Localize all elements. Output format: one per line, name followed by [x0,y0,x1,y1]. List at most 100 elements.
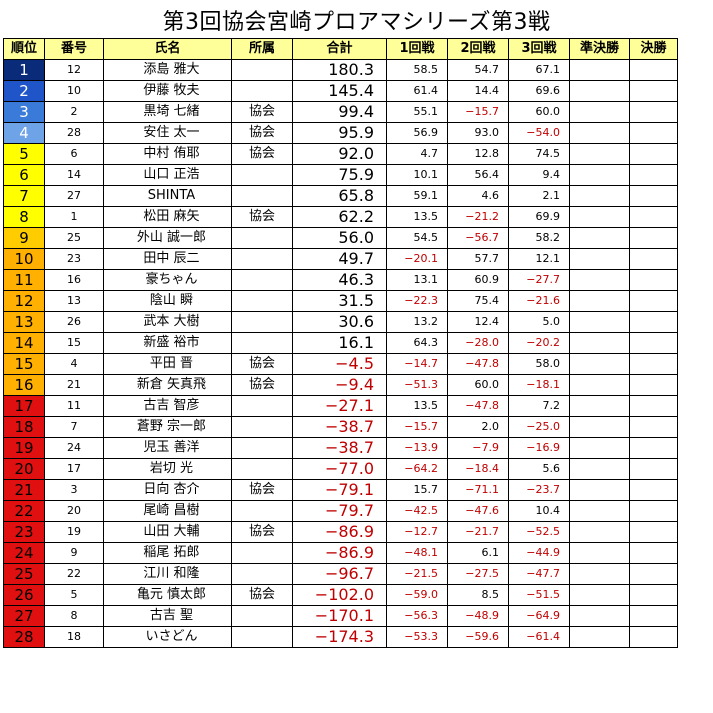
total-score: −77.0 [292,458,387,480]
semifinal-score [569,626,630,648]
final-score [629,395,678,417]
semifinal-score [569,542,630,564]
header-name: 氏名 [103,38,232,60]
affiliation-cell: 協会 [231,206,293,228]
affiliation-cell [231,626,293,648]
final-score [629,227,678,249]
semifinal-score [569,332,630,354]
round2-score: −21.2 [447,206,509,228]
player-name: 岩切 光 [103,458,232,480]
player-name: 黒埼 七緒 [103,101,232,123]
final-score [629,458,678,480]
semifinal-score [569,563,630,585]
round1-score: −20.1 [386,248,448,270]
affiliation-cell [231,164,293,186]
number-cell: 17 [44,458,104,480]
round1-score: 13.5 [386,395,448,417]
round3-score: 67.1 [508,59,570,81]
final-score [629,584,678,606]
player-name: 豪ちゃん [103,269,232,291]
round3-score: −61.4 [508,626,570,648]
player-name: 安住 太一 [103,122,232,144]
round3-score: 69.6 [508,80,570,102]
round2-score: 57.7 [447,248,509,270]
round1-score: −56.3 [386,605,448,627]
round3-score: 5.6 [508,458,570,480]
rank-cell: 17 [3,395,45,417]
player-name: 蒼野 宗一郎 [103,416,232,438]
header-affiliation: 所属 [231,38,293,60]
rank-cell: 19 [3,437,45,459]
player-name: いさどん [103,626,232,648]
affiliation-cell [231,437,293,459]
round2-score: 93.0 [447,122,509,144]
final-score [629,80,678,102]
number-cell: 12 [44,59,104,81]
rank-cell: 25 [3,563,45,585]
rank-cell: 5 [3,143,45,165]
semifinal-score [569,353,630,375]
affiliation-cell: 協会 [231,584,293,606]
header-round2: 2回戦 [447,38,509,60]
player-name: 日向 杏介 [103,479,232,501]
round3-score: −21.6 [508,290,570,312]
final-score [629,101,678,123]
total-score: 180.3 [292,59,387,81]
player-name: 古吉 智彦 [103,395,232,417]
semifinal-score [569,605,630,627]
number-cell: 9 [44,542,104,564]
number-cell: 7 [44,416,104,438]
player-name: 古吉 聖 [103,605,232,627]
rank-cell: 24 [3,542,45,564]
affiliation-cell: 協会 [231,143,293,165]
final-score [629,248,678,270]
final-score [629,311,678,333]
table-row: 27 8 古吉 聖 −170.1 −56.3 −48.9 −64.9 [3,605,678,627]
round3-score: −47.7 [508,563,570,585]
player-name: 児玉 善洋 [103,437,232,459]
round1-score: −22.3 [386,290,448,312]
number-cell: 14 [44,164,104,186]
affiliation-cell [231,332,293,354]
round1-score: −42.5 [386,500,448,522]
semifinal-score [569,248,630,270]
round2-score: −56.7 [447,227,509,249]
final-score [629,500,678,522]
affiliation-cell [231,248,293,270]
round1-score: −53.3 [386,626,448,648]
total-score: −9.4 [292,374,387,396]
header-rank: 順位 [3,38,45,60]
table-row: 24 9 稲尾 拓郎 −86.9 −48.1 6.1 −44.9 [3,542,678,564]
total-score: −38.7 [292,437,387,459]
round1-score: −48.1 [386,542,448,564]
player-name: 稲尾 拓郎 [103,542,232,564]
final-score [629,143,678,165]
table-row: 26 5 亀元 慎太郎 協会 −102.0 −59.0 8.5 −51.5 [3,584,678,606]
rank-cell: 22 [3,500,45,522]
total-score: 62.2 [292,206,387,228]
round3-score: 69.9 [508,206,570,228]
table-row: 23 19 山田 大輔 協会 −86.9 −12.7 −21.7 −52.5 [3,521,678,543]
round2-score: −48.9 [447,605,509,627]
player-name: 山田 大輔 [103,521,232,543]
rank-cell: 18 [3,416,45,438]
rank-cell: 23 [3,521,45,543]
affiliation-cell: 協会 [231,122,293,144]
header-row: 順位 番号 氏名 所属 合計 1回戦 2回戦 3回戦 準決勝 決勝 [3,38,678,60]
semifinal-score [569,416,630,438]
round3-score: −52.5 [508,521,570,543]
round2-score: −27.5 [447,563,509,585]
semifinal-score [569,374,630,396]
semifinal-score [569,143,630,165]
player-name: 江川 和隆 [103,563,232,585]
semifinal-score [569,122,630,144]
round3-score: 5.0 [508,311,570,333]
number-cell: 4 [44,353,104,375]
player-name: 平田 晋 [103,353,232,375]
final-score [629,626,678,648]
rank-cell: 20 [3,458,45,480]
total-score: −86.9 [292,542,387,564]
round2-score: 8.5 [447,584,509,606]
number-cell: 10 [44,80,104,102]
round3-score: 9.4 [508,164,570,186]
